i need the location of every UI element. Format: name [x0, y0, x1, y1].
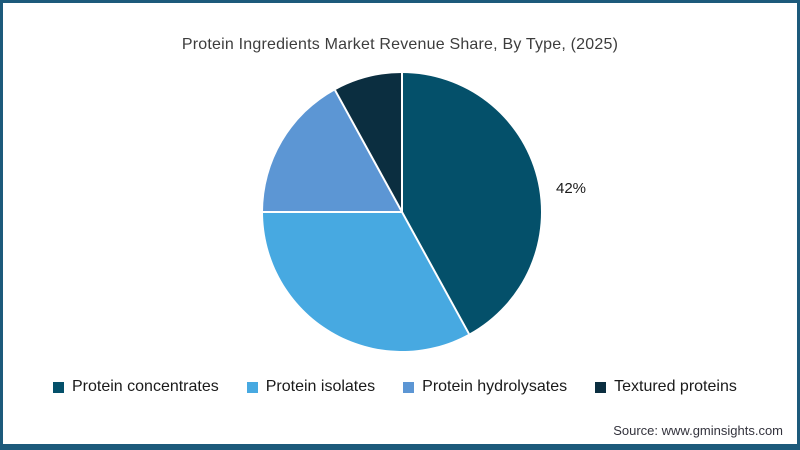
legend-swatch [595, 381, 607, 393]
slice-divider [401, 211, 470, 335]
legend-item-protein-hydrolysates: Protein hydrolysates [403, 378, 567, 396]
legend-item-textured-proteins: Textured proteins [595, 378, 737, 396]
legend-label: Protein hydrolysates [422, 378, 568, 395]
legend-swatch [53, 381, 64, 393]
pie-slice-textured-proteins [335, 73, 402, 212]
chart-title: Protein Ingredients Market Revenue Share… [181, 36, 619, 53]
pie-slice-protein-isolates [263, 212, 469, 352]
source-text: Source: www.gminsights.com [613, 423, 783, 438]
pie-slice-protein-concentrates [402, 73, 542, 334]
legend: Protein concentrates Protein isolates Prot… [53, 378, 737, 396]
legend-swatch [403, 381, 415, 393]
legend-item-protein-isolates: Protein isolates [246, 378, 376, 396]
legend-label: Protein isolates [265, 378, 376, 395]
pie-slice-protein-hydrolysates [263, 90, 402, 212]
legend-item-protein-concentrates: Protein concentrates [53, 378, 219, 396]
data-label-protein-concentrates: 42% [556, 180, 587, 197]
legend-label: Textured proteins [614, 378, 737, 395]
pie-chart-svg [263, 73, 542, 352]
slice-divider [334, 89, 403, 213]
legend-label: Protein concentrates [72, 378, 219, 395]
legend-swatch [246, 381, 258, 393]
pie-chart [252, 62, 552, 362]
